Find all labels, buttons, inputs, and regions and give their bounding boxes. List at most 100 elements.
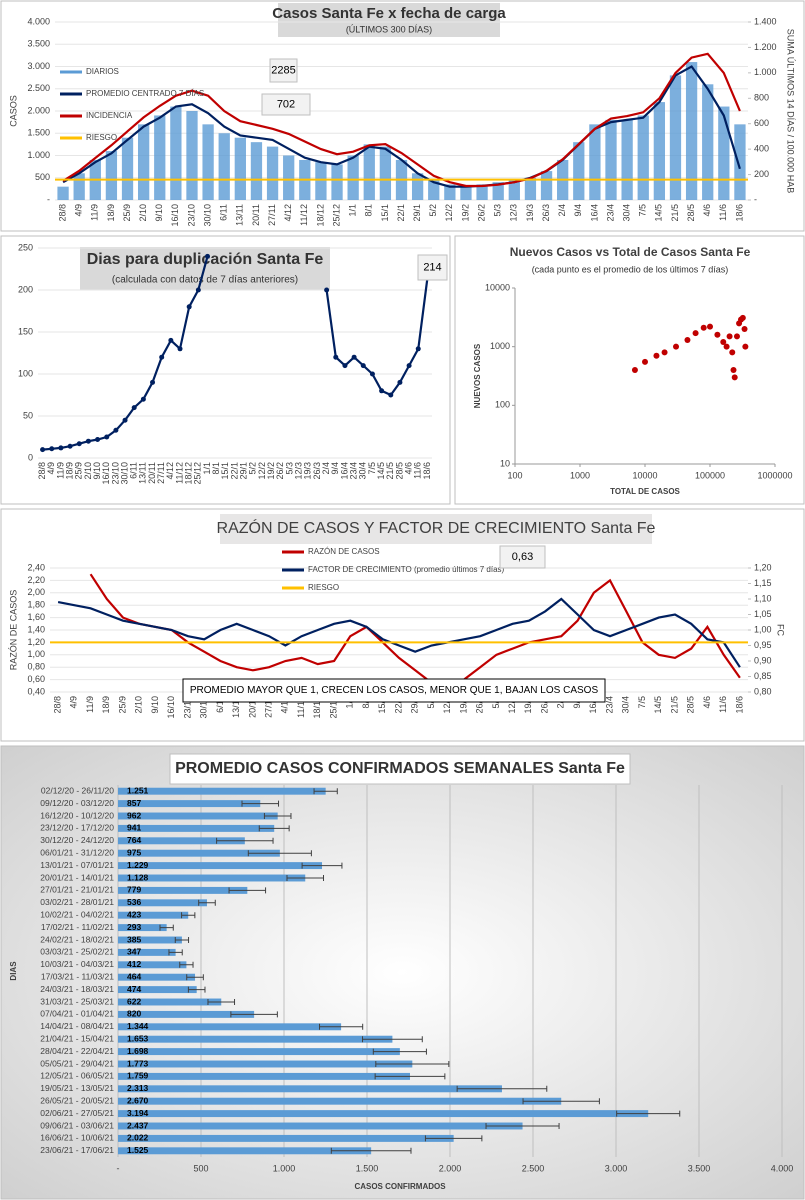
x-tick-label: 23/10 xyxy=(186,204,196,227)
y-tick-label: 31/03/21 - 25/03/21 xyxy=(40,996,114,1006)
error-bar xyxy=(362,1036,423,1043)
point xyxy=(720,339,727,346)
bar xyxy=(411,173,424,200)
marker xyxy=(67,443,73,449)
value-label: 1.128 xyxy=(127,872,149,882)
bar xyxy=(121,137,134,200)
y-tick-label: 500 xyxy=(35,172,50,182)
bar xyxy=(118,936,182,944)
bar xyxy=(718,106,730,200)
bar xyxy=(118,862,323,870)
marker xyxy=(113,427,119,433)
bar xyxy=(118,961,187,969)
legend-label: RAZÓN DE CASOS xyxy=(308,547,380,556)
chart-subtitle: (calculada con datos de 7 días anteriore… xyxy=(112,275,298,286)
x-tick-label: 11/12 xyxy=(174,462,184,484)
y-tick-label: 02/06/21 - 27/05/21 xyxy=(40,1108,114,1118)
x-tick-label: 26/2 xyxy=(476,204,486,222)
bar xyxy=(118,948,176,956)
value-label: 857 xyxy=(127,798,141,808)
value-label: 820 xyxy=(127,1009,141,1019)
x-axis-title: TOTAL DE CASOS xyxy=(610,487,680,496)
x-tick-label: 30/10 xyxy=(119,462,129,485)
y2-axis-title: FC xyxy=(776,624,786,636)
bar xyxy=(118,837,245,845)
x-tick-label: 19/2 xyxy=(266,462,276,480)
x-tick-label: 26/3 xyxy=(541,204,551,222)
y-tick-label: 20/01/21 - 14/01/21 xyxy=(40,872,114,882)
chart-subtitle: (ÚLTIMOS 300 DÍAS) xyxy=(346,24,432,34)
y2-tick-label: 0,95 xyxy=(754,640,772,650)
panel xyxy=(454,235,805,505)
marker xyxy=(415,346,421,352)
error-bar xyxy=(186,974,204,981)
x-tick-label: 13/11 xyxy=(138,462,148,484)
x-tick-label: 1.500 xyxy=(356,1163,379,1173)
value-label: 2.022 xyxy=(127,1133,149,1143)
x-tick-label: 30/10 xyxy=(202,204,212,227)
value-label: 464 xyxy=(127,971,141,981)
marker xyxy=(360,363,366,369)
bar xyxy=(186,111,198,200)
value-label: 1.698 xyxy=(127,1046,149,1056)
x-tick-label: 25/12 xyxy=(331,204,341,227)
value-label: 622 xyxy=(127,996,141,1006)
y2-tick-label: 800 xyxy=(754,93,769,103)
bar xyxy=(137,124,150,200)
x-axis-title: CASOS CONFIRMADOS xyxy=(354,1182,446,1191)
y-tick-label: 1.000 xyxy=(27,150,50,160)
error-bar xyxy=(424,1135,483,1142)
legend-label: RIESGO xyxy=(308,583,339,592)
x-tick-label: 29/1 xyxy=(239,462,249,480)
y-tick-label: 3.000 xyxy=(27,61,50,71)
error-bar xyxy=(616,1110,681,1117)
x-tick-label: 10000 xyxy=(632,470,657,480)
x-tick-label: 29/1 xyxy=(412,204,422,222)
error-bar xyxy=(228,887,267,894)
y-tick-label: 0,80 xyxy=(27,662,45,672)
x-tick-label: 4/9 xyxy=(74,204,84,217)
x-tick-label: 2/4 xyxy=(321,462,331,475)
error-bar xyxy=(372,1048,427,1055)
y-tick-label: 26/05/21 - 20/05/21 xyxy=(40,1095,114,1105)
x-tick-label: 20/11 xyxy=(147,462,157,484)
x-tick-label: 1.000 xyxy=(273,1163,296,1173)
bar xyxy=(685,62,698,200)
point xyxy=(700,324,707,331)
point xyxy=(673,343,680,350)
x-tick-label: 27/11 xyxy=(267,204,277,226)
chart-title: Casos Santa Fe x fecha de carga xyxy=(272,5,506,22)
legend-label: RIESGO xyxy=(86,133,117,142)
error-bar xyxy=(485,1123,560,1129)
bar xyxy=(118,1010,255,1018)
y-tick-label: 250 xyxy=(18,242,33,252)
y-tick-label: 16/12/20 - 10/12/20 xyxy=(40,810,114,820)
chart-title: Nuevos Casos vs Total de Casos Santa Fe xyxy=(510,245,751,259)
marker xyxy=(49,446,55,452)
y-tick-label: 13/01/21 - 07/01/21 xyxy=(40,860,114,870)
bar xyxy=(118,924,167,932)
x-tick-label: 23/4 xyxy=(604,696,614,714)
y-tick-label: 2,00 xyxy=(27,587,45,597)
chart-subtitle: (cada punto es el promedio de los último… xyxy=(532,264,729,274)
bar xyxy=(283,155,295,200)
x-tick-label: 30/4 xyxy=(622,204,632,222)
error-bar xyxy=(230,1011,278,1018)
y2-tick-label: 1.400 xyxy=(754,16,777,26)
line xyxy=(62,65,741,188)
x-tick-label: 4/9 xyxy=(46,462,56,475)
x-tick-label: 18/9 xyxy=(106,204,116,222)
note: PROMEDIO MAYOR QUE 1, CRECEN LOS CASOS, … xyxy=(190,685,599,696)
bar xyxy=(460,186,472,200)
bar xyxy=(218,133,230,200)
value-label: 1.251 xyxy=(127,785,149,795)
bar xyxy=(315,162,327,200)
point xyxy=(741,326,748,333)
bar xyxy=(653,102,666,200)
point xyxy=(726,333,733,340)
marker xyxy=(150,379,156,385)
marker xyxy=(333,354,339,360)
x-tick-label: 19/3 xyxy=(525,204,535,222)
error-bar xyxy=(263,813,292,819)
y-tick-label: 02/12/20 - 26/11/20 xyxy=(41,785,114,795)
